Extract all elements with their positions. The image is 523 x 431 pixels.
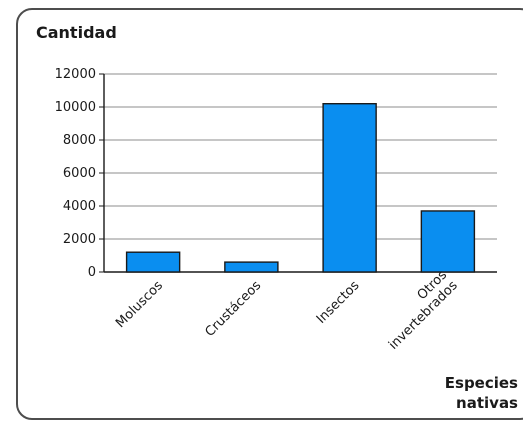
y-tick-label: 12000	[55, 67, 96, 82]
y-tick-label: 10000	[55, 100, 96, 115]
y-tick-label: 0	[88, 265, 96, 280]
bar	[125, 251, 181, 273]
svg-text:Moluscos: Moluscos	[113, 278, 166, 331]
x-category-labels: Moluscos Crustáceos Insectos Otrosinvertebr…	[113, 267, 461, 352]
x-axis-label-line: nativas	[456, 394, 518, 412]
svg-text:Otrosinvertebrados: Otrosinvertebrados	[375, 267, 460, 352]
bar	[322, 102, 377, 273]
x-axis-label-line: Especies	[445, 374, 518, 392]
y-tick-label: 8000	[63, 133, 96, 148]
y-tick-label: 2000	[63, 232, 96, 247]
svg-text:Crustáceos: Crustáceos	[202, 278, 264, 340]
svg-text:Insectos: Insectos	[314, 278, 363, 327]
x-category-label: Otrosinvertebrados	[375, 267, 461, 352]
bar	[224, 261, 279, 273]
y-tick-label: 6000	[63, 166, 96, 181]
y-tick-label: 4000	[63, 199, 96, 214]
x-axis-title: Especies nativas	[445, 374, 518, 412]
y-axis-label: Cantidad	[36, 23, 117, 42]
x-category-label: Crustáceos	[202, 278, 264, 340]
x-category-label: Insectos	[314, 278, 363, 327]
bars	[125, 102, 476, 273]
x-category-label: Moluscos	[113, 278, 166, 331]
y-tick-labels: 0 2000 4000 6000 8000 10000 12000	[55, 67, 96, 280]
bar	[420, 210, 476, 273]
